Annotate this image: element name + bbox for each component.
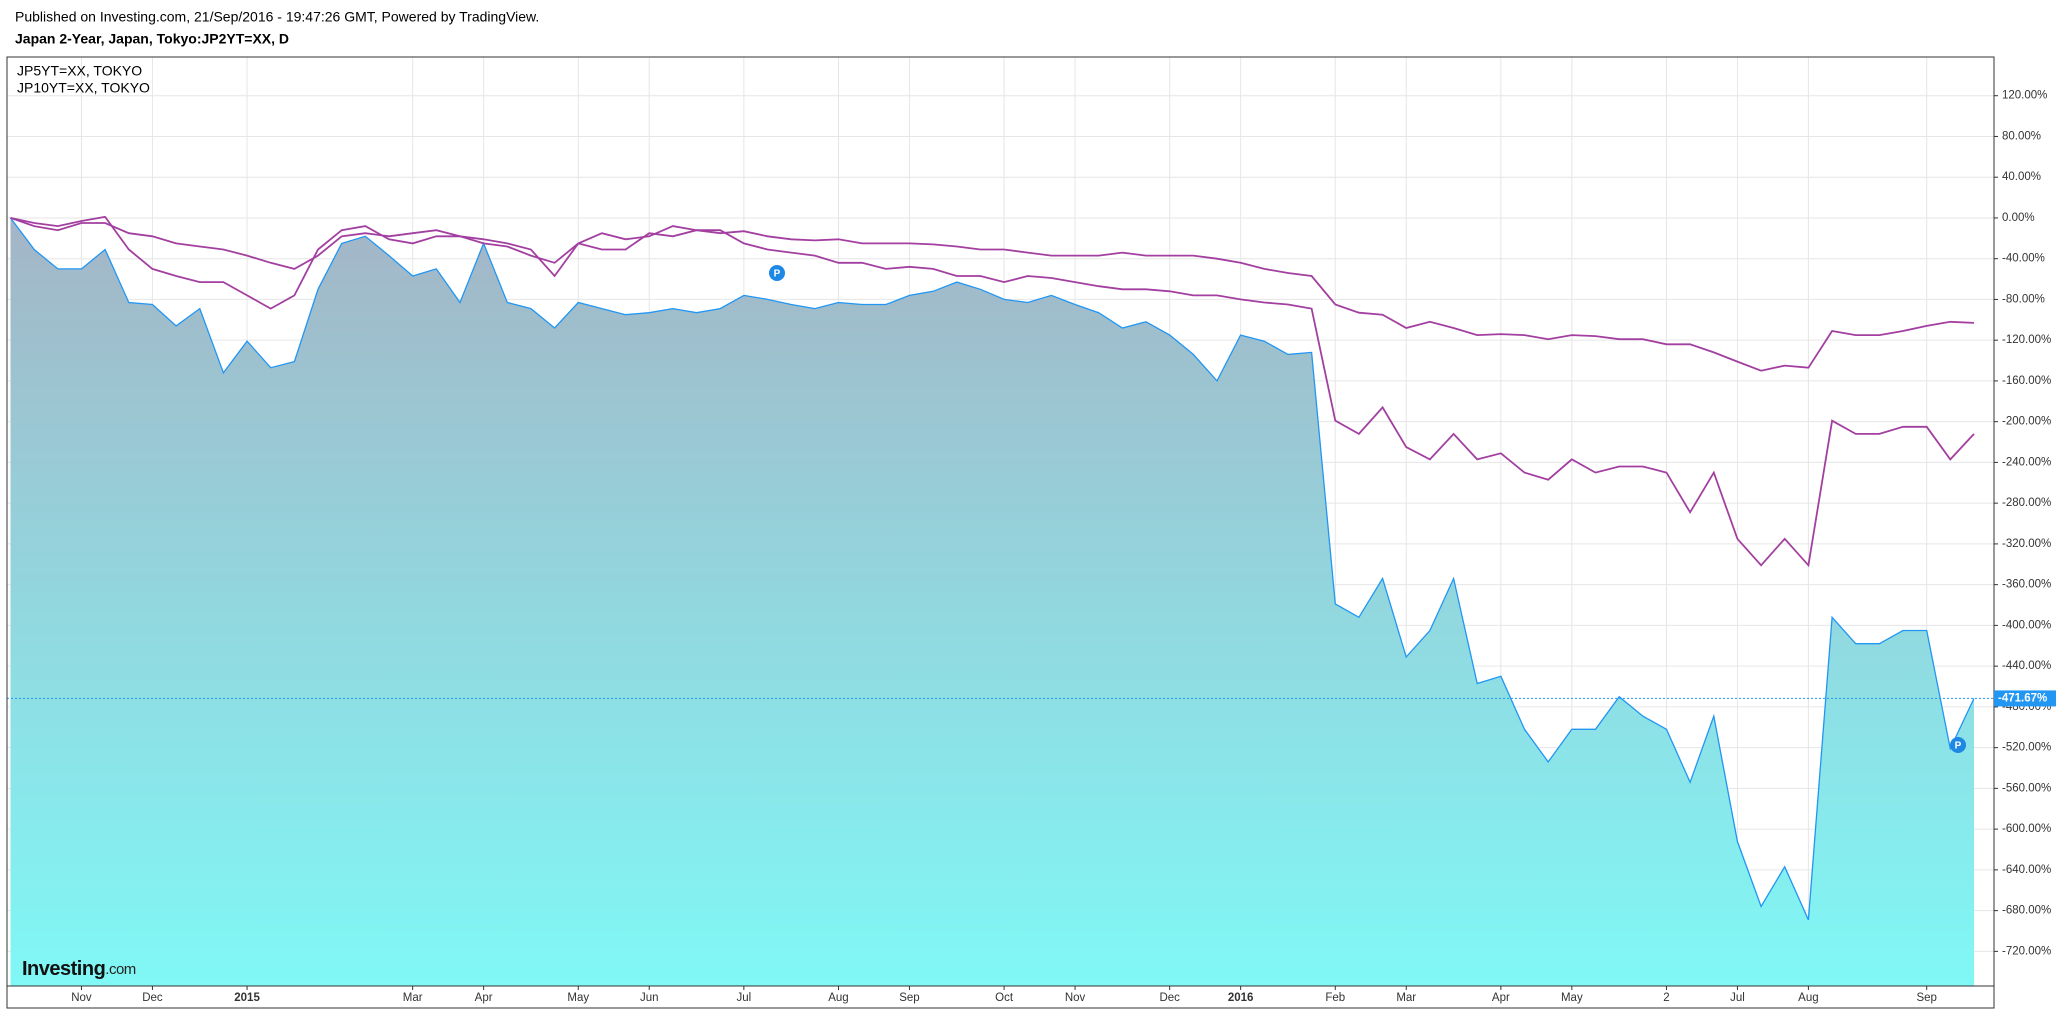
plot-area xyxy=(7,57,1994,986)
x-tick-label: Jul xyxy=(737,992,752,1004)
y-tick-label: -80.00% xyxy=(2002,293,2045,305)
x-tick-label: Jul xyxy=(1730,992,1745,1004)
y-tick-label: -640.00% xyxy=(2002,864,2051,876)
x-tick-label: May xyxy=(567,992,589,1004)
x-tick-label: Apr xyxy=(475,992,493,1004)
legend-entry: JP10YT=XX, TOKYO xyxy=(17,80,150,96)
y-tick-label: 0.00% xyxy=(2002,212,2035,224)
y-tick-label: -280.00% xyxy=(2002,497,2051,509)
x-tick-label: 2015 xyxy=(234,992,260,1004)
y-tick-label: -360.00% xyxy=(2002,579,2051,591)
current-value-label: -471.67% xyxy=(1998,692,2047,704)
y-tick-label: -200.00% xyxy=(2002,416,2051,428)
y-tick-label: -320.00% xyxy=(2002,538,2051,550)
area xyxy=(10,217,1974,986)
logo: Investing.com xyxy=(22,958,136,980)
x-tick-label: Nov xyxy=(71,992,92,1004)
x-tick-label: Nov xyxy=(1065,992,1086,1004)
y-tick-label: -720.00% xyxy=(2002,945,2051,957)
x-tick-label: Mar xyxy=(1396,992,1416,1004)
marker-label: P xyxy=(774,269,781,280)
marker-badge xyxy=(1950,737,1966,753)
marker-label: P xyxy=(1955,741,1962,752)
logo-suffix: .com xyxy=(105,961,136,978)
logo-name: Investing xyxy=(22,958,105,980)
y-tick-label: -240.00% xyxy=(2002,456,2051,468)
chart-subtitle: Japan 2-Year, Japan, Tokyo:JP2YT=XX, D xyxy=(15,31,289,47)
y-tick-label: 40.00% xyxy=(2002,171,2041,183)
x-tick-label: Dec xyxy=(1159,992,1180,1004)
y-tick-label: -160.00% xyxy=(2002,375,2051,387)
x-tick-label: 2 xyxy=(1663,992,1669,1004)
x-tick-label: 2016 xyxy=(1228,992,1254,1004)
marker-badge xyxy=(769,265,785,281)
x-tick-label: Sep xyxy=(1916,992,1936,1004)
y-tick-label: -520.00% xyxy=(2002,742,2051,754)
line xyxy=(10,217,1975,372)
x-tick-label: Feb xyxy=(1325,992,1345,1004)
y-tick-label: -40.00% xyxy=(2002,253,2045,265)
y-tick-label: -120.00% xyxy=(2002,334,2051,346)
current-value-box xyxy=(1994,690,2056,707)
y-tick-label: -400.00% xyxy=(2002,619,2051,631)
y-tick-label: 80.00% xyxy=(2002,130,2041,142)
line xyxy=(9,217,1975,921)
x-tick-label: Sep xyxy=(899,992,919,1004)
x-tick-label: Oct xyxy=(995,992,1014,1004)
y-tick-label: -560.00% xyxy=(2002,782,2051,794)
y-tick-label: -600.00% xyxy=(2002,823,2051,835)
x-tick-label: Mar xyxy=(403,992,423,1004)
x-tick-label: Dec xyxy=(142,992,163,1004)
x-tick-label: Aug xyxy=(1798,992,1818,1004)
chart-title: Published on Investing.com, 21/Sep/2016 … xyxy=(15,9,539,25)
y-tick-label: -680.00% xyxy=(2002,905,2051,917)
line xyxy=(10,215,1975,568)
y-tick-label: 120.00% xyxy=(2002,90,2047,102)
x-tick-label: Aug xyxy=(828,992,848,1004)
legend-entry: JP5YT=XX, TOKYO xyxy=(17,63,142,79)
x-tick-label: May xyxy=(1561,992,1583,1004)
x-tick-label: Apr xyxy=(1492,992,1510,1004)
y-tick-label: -440.00% xyxy=(2002,660,2051,672)
x-tick-label: Jun xyxy=(640,992,659,1004)
